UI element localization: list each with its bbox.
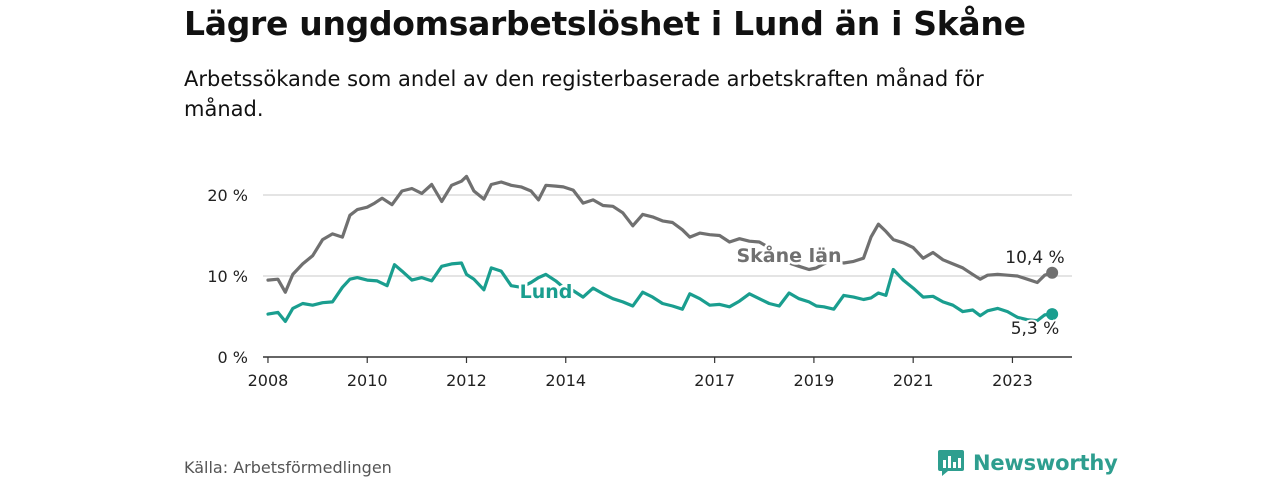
x-tick-label: 2014 <box>545 371 586 390</box>
chart-title: Lägre ungdomsarbetslöshet i Lund än i Sk… <box>184 4 1026 43</box>
series-line-skane-lan <box>266 174 1054 294</box>
brand-name: Newsworthy <box>973 451 1118 475</box>
y-tick-label: 10 % <box>207 267 248 286</box>
bar-chart-speech-icon <box>938 450 964 476</box>
source-note: Källa: Arbetsförmedlingen <box>184 458 392 477</box>
end-point-skane-lan <box>1046 266 1059 279</box>
x-tick-label: 2012 <box>446 371 487 390</box>
x-tick-label: 2010 <box>347 371 388 390</box>
y-tick-label: 20 % <box>207 186 248 205</box>
series-line-lund <box>266 261 1054 323</box>
end-value-label-lund: 5,3 % <box>1011 319 1060 339</box>
end-value-label-skane-lan: 10,4 % <box>1005 248 1064 268</box>
series-label-skane-lan: Skåne län <box>736 243 841 267</box>
series-label-lund: Lund <box>520 281 573 303</box>
end-point-lund <box>1046 308 1059 321</box>
newsworthy-logo: Newsworthy <box>937 448 1118 478</box>
x-tick-label: 2019 <box>794 371 835 390</box>
x-tick-label: 2021 <box>893 371 934 390</box>
x-tick-label: 2008 <box>248 371 289 390</box>
chart-subtitle: Arbetssökande som andel av den registerb… <box>184 67 984 121</box>
y-tick-label: 0 % <box>218 348 248 367</box>
x-tick-label: 2017 <box>694 371 735 390</box>
x-tick-label: 2023 <box>992 371 1033 390</box>
